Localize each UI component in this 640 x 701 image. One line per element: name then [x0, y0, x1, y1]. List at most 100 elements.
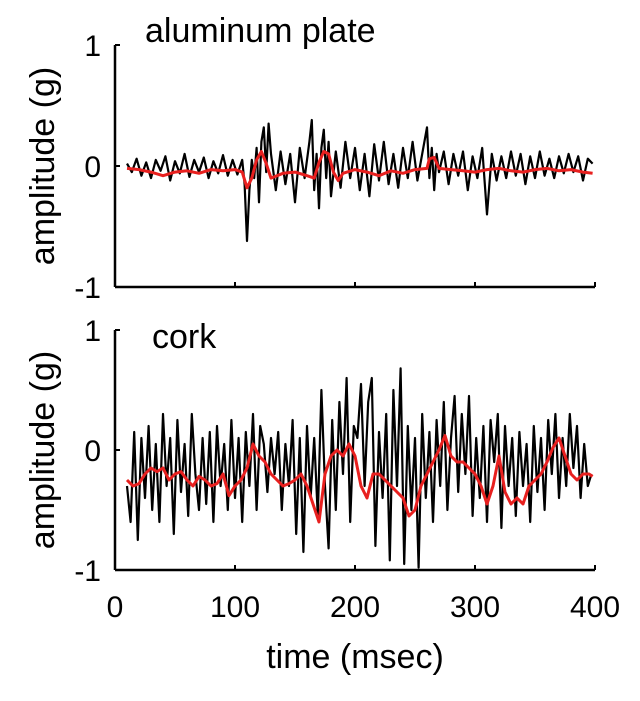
smoothed-data-point — [222, 170, 223, 171]
raw-data-point — [592, 163, 593, 164]
smoothed-data-point — [210, 169, 211, 170]
raw-data-point — [369, 196, 370, 197]
smoothed-data-point — [378, 175, 379, 176]
smoothed-data-point — [486, 503, 487, 504]
smoothed-data-point — [498, 168, 499, 169]
smoothed-data-point — [242, 172, 243, 173]
raw-data-point — [587, 485, 588, 486]
raw-data-point — [180, 491, 181, 492]
smoothed-data-point — [228, 495, 229, 496]
raw-data-point — [342, 473, 343, 474]
smoothed-data-point — [180, 471, 181, 472]
raw-data-point — [350, 178, 351, 179]
smoothed-data-point — [314, 178, 315, 179]
raw-data-point — [501, 527, 502, 528]
smoothed-data-point — [429, 158, 430, 159]
smoothed-data-point — [156, 471, 157, 472]
raw-data-point — [443, 401, 444, 402]
raw-data-point — [126, 485, 127, 486]
smoothed-data-point — [174, 172, 175, 173]
smoothed-data-point — [186, 170, 187, 171]
raw-data-point — [254, 178, 255, 179]
raw-data-point — [270, 153, 271, 154]
smoothed-data-point — [150, 467, 151, 468]
smoothed-data-point — [270, 178, 271, 179]
raw-data-point — [318, 208, 319, 209]
raw-data-point — [426, 127, 427, 128]
raw-data-point — [170, 180, 171, 181]
raw-data-point — [177, 419, 178, 420]
raw-data-point — [400, 368, 401, 369]
raw-data-point — [268, 123, 269, 124]
smoothed-data-point — [270, 473, 271, 474]
raw-data-point — [292, 419, 293, 420]
raw-data-point — [188, 515, 189, 516]
raw-data-point — [544, 175, 545, 176]
raw-data-point — [510, 151, 511, 152]
smoothed-data-point — [294, 172, 295, 173]
x-tick-label: 100 — [210, 591, 260, 624]
y-tick-label: -1 — [74, 272, 101, 305]
raw-data-point — [194, 159, 195, 160]
raw-data-point — [165, 156, 166, 157]
smoothed-data-point — [480, 485, 481, 486]
raw-data-point — [568, 153, 569, 154]
panel-title: cork — [152, 318, 217, 356]
smoothed-data-point — [546, 168, 547, 169]
raw-data-point — [288, 485, 289, 486]
raw-data-point — [213, 521, 214, 522]
raw-data-point — [274, 473, 275, 474]
y-tick-label: 0 — [84, 151, 101, 184]
raw-data-point — [494, 461, 495, 462]
smoothed-data-point — [261, 151, 262, 152]
smoothed-data-point — [510, 170, 511, 171]
raw-data-point — [422, 153, 423, 154]
raw-data-point — [497, 413, 498, 414]
raw-data-point — [491, 153, 492, 154]
raw-data-point — [402, 147, 403, 148]
raw-data-point — [411, 509, 412, 510]
raw-data-point — [350, 521, 351, 522]
raw-data-point — [335, 509, 336, 510]
smoothed-data-point — [426, 473, 427, 474]
raw-data-point — [137, 539, 138, 540]
y-tick-label: 1 — [84, 30, 101, 63]
smoothed-data-point — [198, 173, 199, 174]
raw-data-point — [216, 425, 217, 426]
raw-data-point — [558, 156, 559, 157]
raw-data-point — [450, 437, 451, 438]
raw-data-point — [383, 141, 384, 142]
raw-data-point — [432, 521, 433, 522]
raw-data-point — [220, 485, 221, 486]
raw-data-point — [345, 141, 346, 142]
smoothed-data-point — [522, 172, 523, 173]
smoothed-data-point — [546, 461, 547, 462]
raw-data-point — [195, 473, 196, 474]
raw-data-point — [314, 437, 315, 438]
raw-data-point — [566, 485, 567, 486]
raw-data-point — [388, 184, 389, 185]
smoothed-data-point — [426, 168, 427, 169]
raw-data-point — [328, 548, 329, 549]
raw-data-point — [173, 533, 174, 534]
smoothed-data-point — [282, 485, 283, 486]
raw-data-point — [261, 141, 262, 142]
smoothed-data-point — [402, 173, 403, 174]
raw-data-point — [202, 437, 203, 438]
raw-data-point — [360, 383, 361, 384]
raw-data-point — [436, 419, 437, 420]
y-tick-label: -1 — [74, 555, 101, 588]
x-tick-label: 300 — [450, 591, 500, 624]
raw-data-point — [246, 240, 247, 241]
raw-data-point — [304, 178, 305, 179]
raw-data-point — [170, 437, 171, 438]
raw-data-point — [354, 147, 355, 148]
smoothed-data-point — [384, 479, 385, 480]
smoothed-data-point — [342, 173, 343, 174]
raw-data-point — [422, 413, 423, 414]
raw-data-point — [501, 156, 502, 157]
raw-data-point — [404, 563, 405, 564]
smoothed-data-point — [132, 485, 133, 486]
smoothed-data-point — [474, 473, 475, 474]
y-axis-label: amplitude (g) — [24, 351, 62, 549]
